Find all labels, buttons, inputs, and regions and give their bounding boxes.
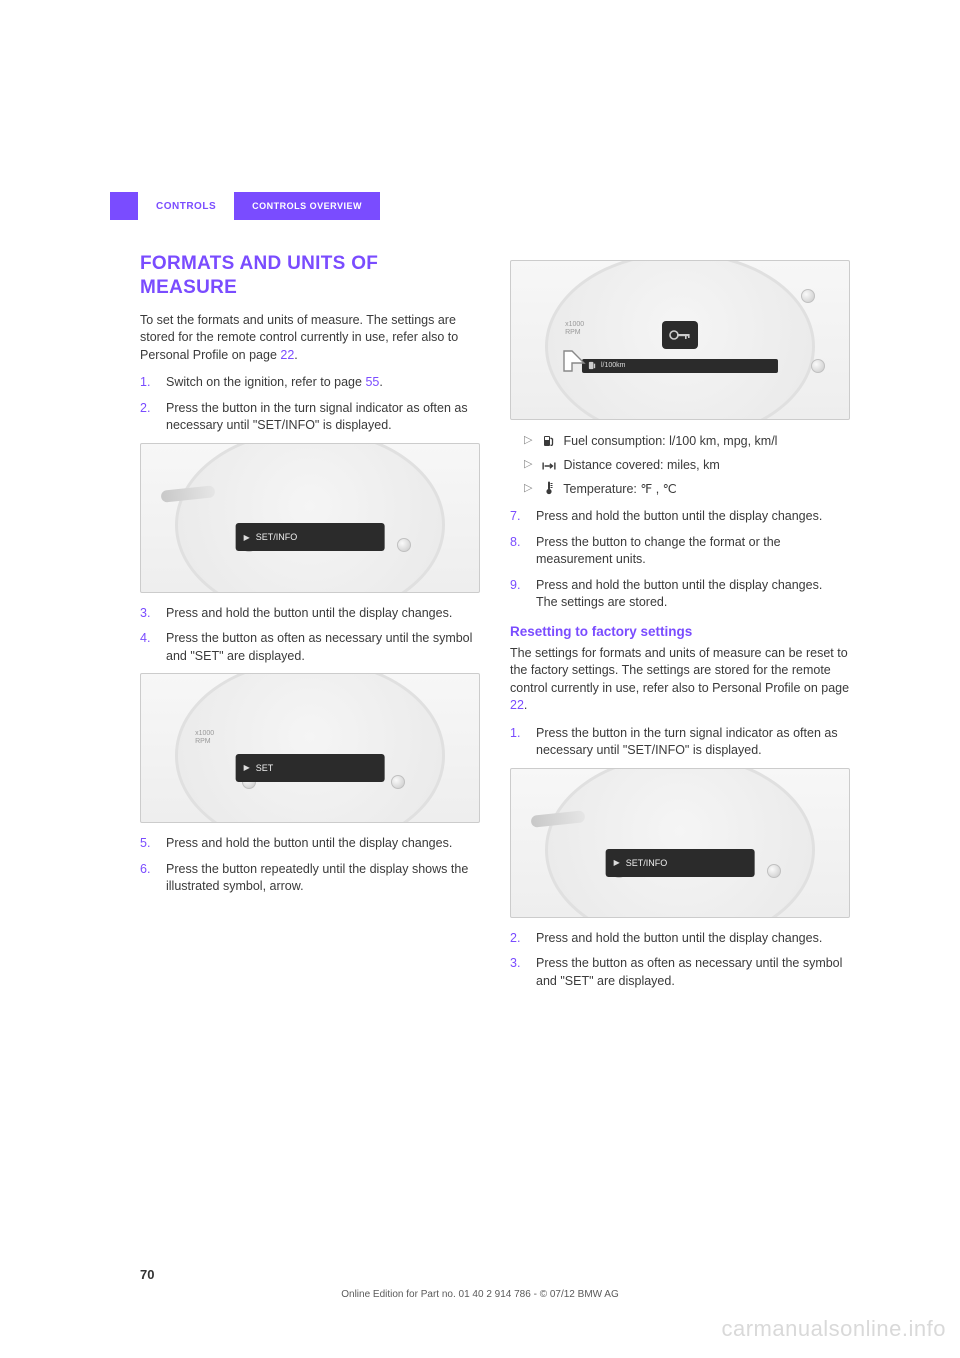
figure-setinfo-1: SET/INFO: [140, 443, 480, 593]
reset-intro-b: .: [524, 698, 527, 712]
step-text: Press and hold the button until the disp…: [166, 605, 480, 623]
reset-intro: The settings for formats and units of me…: [510, 645, 850, 715]
step-text: Press the button as often as necessary u…: [166, 630, 480, 665]
distance-icon: [542, 460, 556, 472]
step-number: 5.: [140, 835, 156, 853]
step9-line1: Press and hold the button until the disp…: [536, 578, 822, 592]
steps-list-1: 1. Switch on the ignition, refer to page…: [140, 374, 480, 435]
figure-setinfo-2: SET/INFO: [510, 768, 850, 918]
distance-units: Distance covered: miles, km: [563, 458, 719, 472]
reset-intro-a: The settings for formats and units of me…: [510, 646, 849, 695]
watermark: carmanualsonline.info: [721, 1316, 946, 1342]
right-column: x1000 RPM l/100km ▷: [510, 252, 850, 998]
reset-steps-2: 2. Press and hold the button until the d…: [510, 930, 850, 991]
rpm-label: x1000 RPM: [195, 730, 214, 745]
step-text: Press the button as often as necessary u…: [536, 955, 850, 990]
link-page-55[interactable]: 55: [365, 375, 379, 389]
list-item: Fuel consumption: l/100 km, mpg, km/l: [542, 432, 850, 450]
step-number: 7.: [510, 508, 526, 526]
intro-paragraph: To set the formats and units of measure.…: [140, 312, 480, 365]
step-number: 4.: [140, 630, 156, 665]
step-number: 2.: [140, 400, 156, 435]
step-number: 3.: [510, 955, 526, 990]
intro-text-b: .: [294, 348, 297, 362]
step1-text-b: .: [379, 375, 382, 389]
step-text: Press and hold the button until the disp…: [536, 577, 850, 612]
list-item: Distance covered: miles, km: [542, 456, 850, 474]
step-text: Press and hold the button until the disp…: [536, 508, 850, 526]
gauge-strip: l/100km: [582, 359, 778, 373]
page-body: FORMATS AND UNITS OF MEASURE To set the …: [0, 0, 960, 1058]
arrow-callout-icon: [562, 349, 586, 373]
tachometer-gauge: [545, 768, 815, 918]
step1-text-a: Switch on the ignition, refer to page: [166, 375, 365, 389]
reset-steps-1: 1. Press the button in the turn signal i…: [510, 725, 850, 760]
gauge-display: SET: [236, 754, 385, 782]
section-title: FORMATS AND UNITS OF MEASURE: [140, 252, 480, 300]
step-text: Press the button in the turn signal indi…: [536, 725, 850, 760]
step-text: Press the button repeatedly until the di…: [166, 861, 480, 896]
gauge-display: SET/INFO: [606, 849, 755, 877]
step-number: 8.: [510, 534, 526, 569]
footer-text: Online Edition for Part no. 01 40 2 914 …: [0, 1289, 960, 1300]
gauge-knob: [801, 289, 815, 303]
step-number: 9.: [510, 577, 526, 612]
key-symbol-icon: [662, 321, 698, 349]
gauge-strip-text: l/100km: [601, 362, 626, 369]
gauge-knob: [767, 864, 781, 878]
fuel-pump-icon: [588, 361, 597, 370]
step-number: 1.: [510, 725, 526, 760]
reset-subheading: Resetting to factory settings: [510, 624, 850, 639]
gauge-display: SET/INFO: [236, 523, 385, 551]
step-text: Press and hold the button until the disp…: [166, 835, 480, 853]
triangle-marker-icon: ▷: [524, 432, 534, 450]
step-text: Press the button in the turn signal indi…: [166, 400, 480, 435]
link-page-22[interactable]: 22: [510, 698, 524, 712]
step-text: Switch on the ignition, refer to page 55…: [166, 374, 480, 392]
fuel-pump-icon: [542, 435, 556, 447]
link-page-22[interactable]: 22: [280, 348, 294, 362]
intro-text-a: To set the formats and units of measure.…: [140, 313, 458, 362]
steps-list-2: 3. Press and hold the button until the d…: [140, 605, 480, 666]
gauge-knob: [811, 359, 825, 373]
steps-list-3: 5. Press and hold the button until the d…: [140, 835, 480, 896]
step-number: 1.: [140, 374, 156, 392]
step-number: 3.: [140, 605, 156, 623]
step-text: Press and hold the button until the disp…: [536, 930, 850, 948]
thermometer-icon: [542, 482, 556, 494]
rpm-label: x1000 RPM: [565, 321, 584, 336]
step-number: 6.: [140, 861, 156, 896]
step9-line2: The settings are stored.: [536, 595, 667, 609]
step-text: Press the button to change the format or…: [536, 534, 850, 569]
page-number: 70: [140, 1267, 154, 1282]
left-column: FORMATS AND UNITS OF MEASURE To set the …: [140, 252, 480, 998]
unit-options-list: ▷ Fuel consumption: l/100 km, mpg, km/l …: [510, 432, 850, 498]
step-number: 2.: [510, 930, 526, 948]
tachometer-gauge: [175, 673, 445, 823]
fuel-consumption-units: Fuel consumption: l/100 km, mpg, km/l: [563, 434, 777, 448]
triangle-marker-icon: ▷: [524, 456, 534, 474]
list-item: Temperature: ℉ , ℃: [542, 480, 850, 498]
temperature-units: Temperature: ℉ , ℃: [563, 482, 676, 496]
steps-list-4: 7. Press and hold the button until the d…: [510, 508, 850, 612]
tachometer-gauge: [175, 443, 445, 593]
figure-set: x1000 RPM SET: [140, 673, 480, 823]
figure-units-symbol: x1000 RPM l/100km: [510, 260, 850, 420]
triangle-marker-icon: ▷: [524, 480, 534, 498]
gauge-knob: [391, 775, 405, 789]
